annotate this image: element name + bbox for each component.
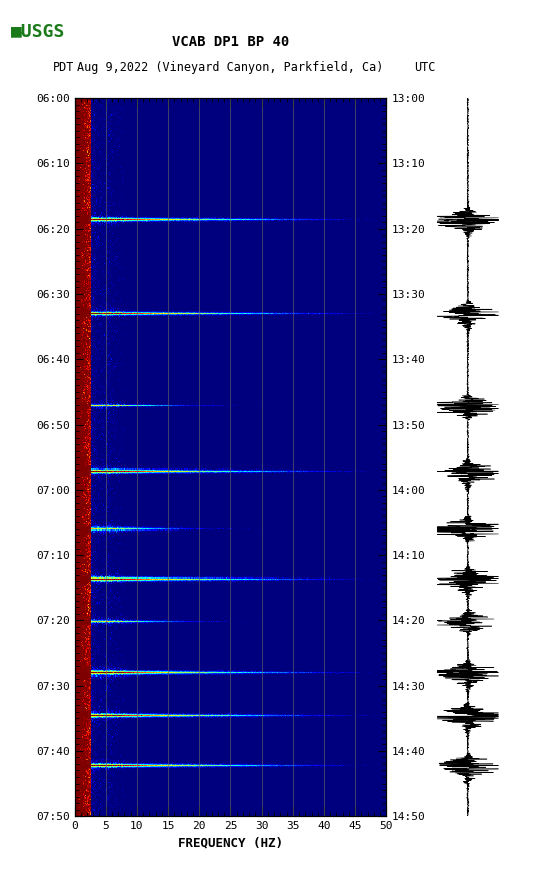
Text: UTC: UTC	[415, 61, 436, 74]
Text: VCAB DP1 BP 40: VCAB DP1 BP 40	[172, 35, 289, 49]
Text: ■USGS: ■USGS	[11, 22, 66, 40]
Text: PDT: PDT	[52, 61, 74, 74]
X-axis label: FREQUENCY (HZ): FREQUENCY (HZ)	[178, 837, 283, 849]
Text: Aug 9,2022 (Vineyard Canyon, Parkfield, Ca): Aug 9,2022 (Vineyard Canyon, Parkfield, …	[77, 61, 384, 74]
